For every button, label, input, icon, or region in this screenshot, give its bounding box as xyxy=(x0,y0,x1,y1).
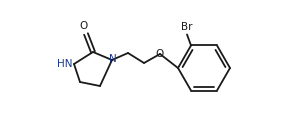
Text: Br: Br xyxy=(181,22,193,32)
Text: O: O xyxy=(156,49,164,59)
Text: N: N xyxy=(109,54,117,64)
Text: HN: HN xyxy=(58,59,73,69)
Text: O: O xyxy=(80,21,88,31)
